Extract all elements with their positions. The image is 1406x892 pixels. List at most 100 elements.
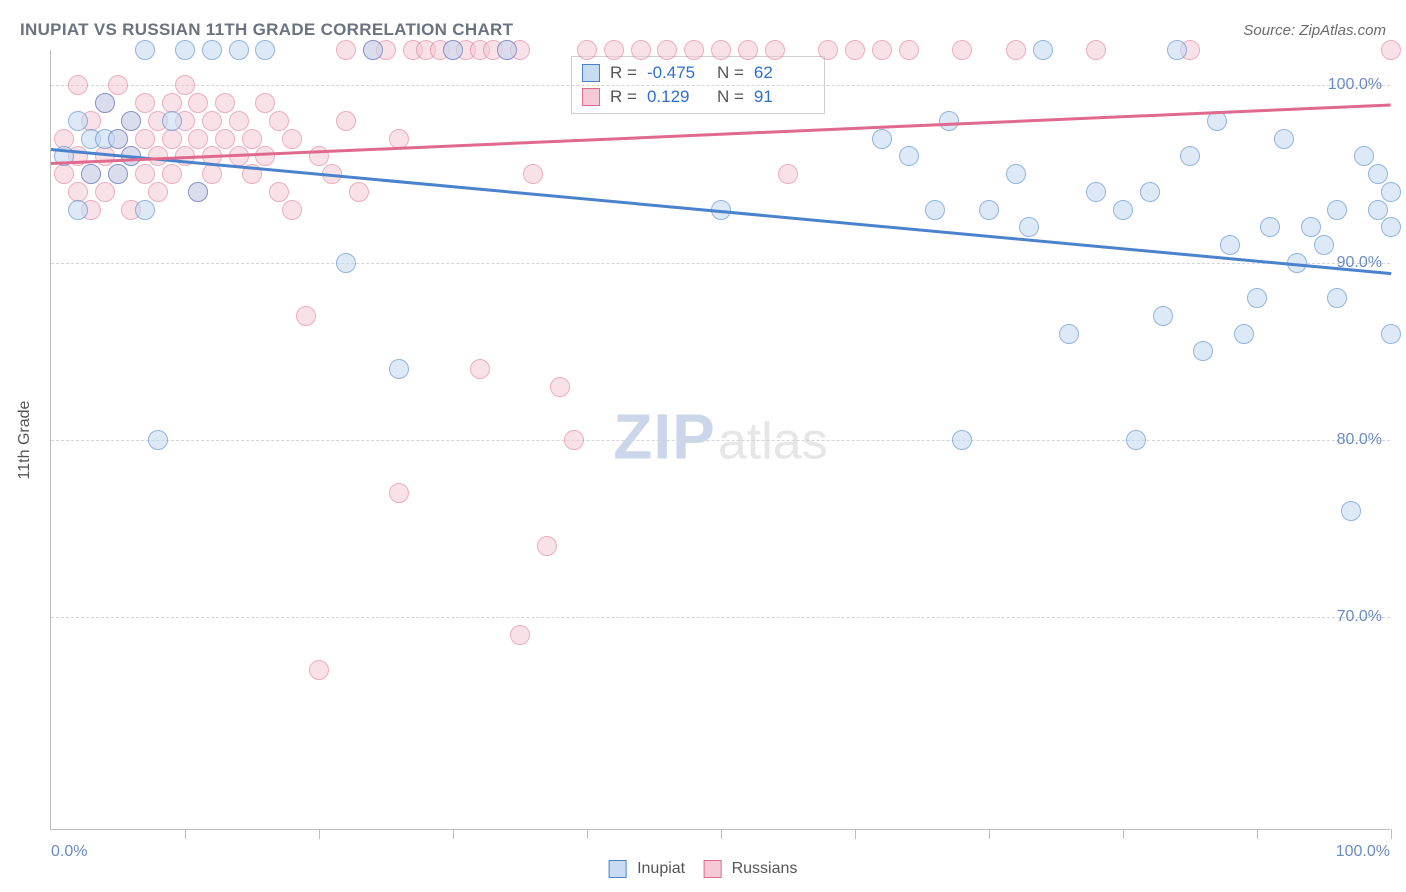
legend-swatch-russians (703, 860, 721, 878)
data-point (215, 129, 235, 149)
data-point (979, 200, 999, 220)
x-tick (453, 829, 454, 839)
data-point (108, 164, 128, 184)
data-point (577, 40, 597, 60)
data-point (282, 129, 302, 149)
data-point (899, 146, 919, 166)
r-label: R = (610, 85, 637, 109)
y-gridline (51, 85, 1390, 86)
data-point (1220, 235, 1240, 255)
data-point (309, 660, 329, 680)
x-tick (1257, 829, 1258, 839)
data-point (537, 536, 557, 556)
data-point (175, 40, 195, 60)
data-point (523, 164, 543, 184)
source-value: ZipAtlas.com (1299, 22, 1386, 39)
data-point (952, 40, 972, 60)
r-value-russians: 0.129 (647, 85, 707, 109)
data-point (684, 40, 704, 60)
data-point (550, 377, 570, 397)
data-point (68, 75, 88, 95)
chart-source: Source: ZipAtlas.com (1243, 22, 1386, 39)
x-tick (319, 829, 320, 839)
data-point (1140, 182, 1160, 202)
data-point (711, 40, 731, 60)
data-point (188, 93, 208, 113)
data-point (148, 430, 168, 450)
data-point (188, 182, 208, 202)
data-point (470, 359, 490, 379)
data-point (215, 93, 235, 113)
n-label: N = (717, 85, 744, 109)
data-point (952, 430, 972, 450)
data-point (135, 40, 155, 60)
data-point (443, 40, 463, 60)
n-value-inupiat: 62 (754, 61, 814, 85)
data-point (336, 40, 356, 60)
swatch-inupiat (582, 64, 600, 82)
data-point (738, 40, 758, 60)
data-point (296, 306, 316, 326)
data-point (68, 111, 88, 131)
data-point (1193, 341, 1213, 361)
data-point (657, 40, 677, 60)
y-axis-label: 70.0% (1337, 608, 1382, 626)
swatch-russians (582, 88, 600, 106)
data-point (336, 253, 356, 273)
data-point (95, 93, 115, 113)
data-point (135, 93, 155, 113)
data-point (175, 75, 195, 95)
plot-area: ZIP atlas R = -0.475 N = 62 R = 0.129 N … (50, 50, 1390, 830)
x-axis-label-left: 0.0% (51, 843, 87, 861)
data-point (202, 111, 222, 131)
stats-row-inupiat: R = -0.475 N = 62 (582, 61, 814, 85)
data-point (135, 200, 155, 220)
data-point (363, 40, 383, 60)
y-axis-label: 100.0% (1328, 76, 1382, 94)
y-axis-title: 11th Grade (16, 401, 34, 480)
y-gridline (51, 263, 1390, 264)
x-tick (855, 829, 856, 839)
data-point (1180, 146, 1200, 166)
legend: Inupiat Russians (609, 860, 798, 878)
data-point (162, 111, 182, 131)
data-point (135, 129, 155, 149)
legend-label-inupiat: Inupiat (637, 860, 685, 877)
data-point (1381, 324, 1401, 344)
data-point (899, 40, 919, 60)
r-label: R = (610, 61, 637, 85)
legend-label-russians: Russians (732, 860, 798, 877)
data-point (1167, 40, 1187, 60)
data-point (108, 75, 128, 95)
data-point (229, 111, 249, 131)
watermark: ZIP atlas (613, 399, 827, 473)
x-tick (185, 829, 186, 839)
data-point (188, 129, 208, 149)
y-gridline (51, 440, 1390, 441)
data-point (81, 164, 101, 184)
data-point (202, 164, 222, 184)
x-tick (989, 829, 990, 839)
regression-line (51, 148, 1391, 275)
x-tick (1123, 829, 1124, 839)
data-point (1006, 164, 1026, 184)
correlation-chart: INUPIAT VS RUSSIAN 11TH GRADE CORRELATIO… (0, 0, 1406, 892)
data-point (939, 111, 959, 131)
data-point (1153, 306, 1173, 326)
data-point (202, 40, 222, 60)
data-point (1354, 146, 1374, 166)
data-point (1274, 129, 1294, 149)
data-point (1260, 217, 1280, 237)
data-point (1381, 217, 1401, 237)
data-point (1033, 40, 1053, 60)
x-axis-label-right: 100.0% (1336, 843, 1390, 861)
data-point (389, 483, 409, 503)
data-point (1059, 324, 1079, 344)
legend-item-inupiat: Inupiat (609, 860, 686, 878)
data-point (121, 111, 141, 131)
data-point (1327, 200, 1347, 220)
stats-row-russians: R = 0.129 N = 91 (582, 85, 814, 109)
data-point (255, 40, 275, 60)
data-point (1381, 40, 1401, 60)
data-point (1368, 200, 1388, 220)
